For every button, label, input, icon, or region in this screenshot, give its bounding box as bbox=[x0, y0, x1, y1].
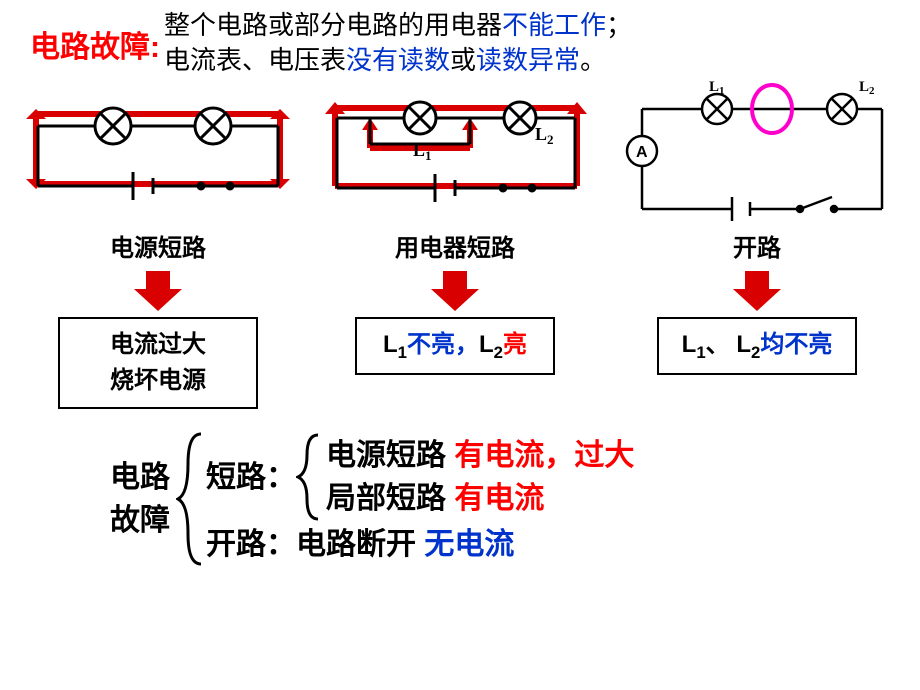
svg-text:L: L bbox=[413, 140, 425, 160]
arrow-down-icon bbox=[128, 269, 188, 313]
circuit-power-short bbox=[18, 86, 298, 226]
summary-root: 电路 故障 bbox=[110, 456, 170, 543]
svg-text:2: 2 bbox=[869, 85, 875, 97]
circuit-diagram-2: L 1 L 2 bbox=[315, 86, 595, 226]
label-open: 开路 bbox=[733, 228, 781, 263]
summary-branch-open: 开路：电路断开 无电流 bbox=[206, 523, 634, 567]
result-open: L1、 L2均不亮 bbox=[657, 317, 857, 375]
brace-icon bbox=[296, 431, 322, 523]
summary-power-short: 电源短路 有电流，过大 bbox=[326, 434, 634, 478]
title-label: 电路故障: bbox=[30, 22, 160, 66]
arrow-down-icon bbox=[727, 269, 787, 313]
column-power-short: 电源短路 电流过大 烧坏电源 bbox=[18, 86, 298, 409]
svg-text:L: L bbox=[535, 124, 547, 144]
circuit-open: A L 1 L 2 bbox=[612, 86, 902, 226]
result-power-short: 电流过大 烧坏电源 bbox=[58, 317, 258, 409]
svg-text:A: A bbox=[636, 144, 648, 161]
circuit-diagram-3: A L 1 L 2 bbox=[612, 79, 902, 234]
column-device-short: L 1 L 2 用电器短路 L1不亮，L2亮 bbox=[315, 86, 595, 409]
diagrams-row: 电源短路 电流过大 烧坏电源 bbox=[0, 82, 920, 409]
brace-icon bbox=[176, 429, 206, 569]
circuit-diagram-1 bbox=[18, 86, 298, 226]
summary-tree: 电路 故障 短路： 电源短路 有电流，过大 局部短路 有电流 开路：电路断开 无… bbox=[0, 429, 920, 569]
title-description: 整个电路或部分电路的用电器不能工作； 电流表、电压表没有读数或读数异常。 bbox=[164, 8, 632, 78]
column-open: A L 1 L 2 开路 bbox=[612, 86, 902, 409]
svg-text:2: 2 bbox=[547, 132, 554, 147]
label-power-short: 电源短路 bbox=[110, 228, 206, 263]
result-device-short: L1不亮，L2亮 bbox=[355, 317, 555, 375]
svg-text:1: 1 bbox=[719, 85, 725, 97]
arrow-down-icon bbox=[425, 269, 485, 313]
summary-branch-short: 短路： 电源短路 有电流，过大 局部短路 有电流 bbox=[206, 431, 634, 523]
circuit-device-short: L 1 L 2 bbox=[315, 86, 595, 226]
label-device-short: 用电器短路 bbox=[395, 228, 515, 263]
svg-text:L: L bbox=[859, 79, 869, 95]
title-row: 电路故障: 整个电路或部分电路的用电器不能工作； 电流表、电压表没有读数或读数异… bbox=[0, 0, 920, 82]
svg-text:L: L bbox=[709, 79, 719, 95]
svg-text:1: 1 bbox=[425, 148, 432, 163]
summary-local-short: 局部短路 有电流 bbox=[326, 477, 634, 521]
